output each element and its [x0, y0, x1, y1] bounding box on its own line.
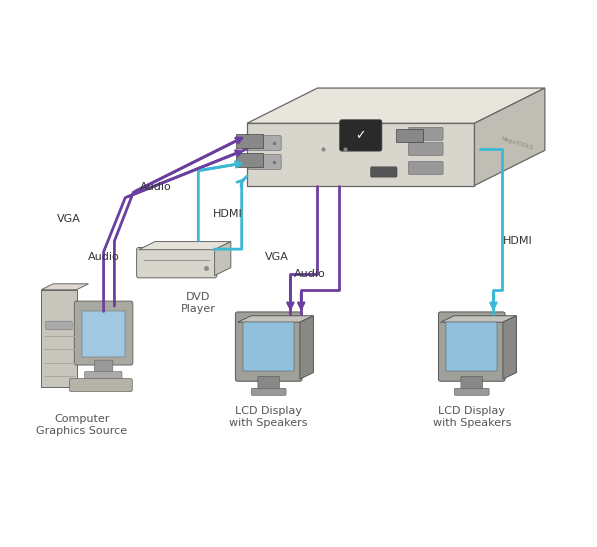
FancyBboxPatch shape [235, 312, 302, 381]
FancyBboxPatch shape [248, 136, 281, 150]
Text: Computer
Graphics Source: Computer Graphics Source [36, 414, 128, 436]
FancyBboxPatch shape [45, 321, 72, 330]
FancyBboxPatch shape [446, 322, 497, 371]
Polygon shape [236, 153, 263, 167]
FancyBboxPatch shape [137, 247, 217, 278]
Text: MegaTOOLS: MegaTOOLS [500, 137, 533, 151]
FancyBboxPatch shape [243, 322, 294, 371]
FancyBboxPatch shape [438, 312, 505, 381]
FancyBboxPatch shape [94, 360, 113, 376]
FancyBboxPatch shape [69, 379, 133, 392]
Polygon shape [139, 242, 231, 249]
FancyBboxPatch shape [454, 388, 489, 395]
Polygon shape [238, 316, 313, 322]
FancyBboxPatch shape [371, 167, 397, 177]
Polygon shape [247, 88, 545, 123]
Polygon shape [214, 242, 231, 276]
Text: HDMI: HDMI [503, 236, 533, 246]
FancyBboxPatch shape [85, 371, 122, 379]
Text: VGA: VGA [265, 252, 289, 262]
Polygon shape [247, 123, 475, 185]
Text: Audio: Audio [140, 182, 171, 192]
FancyBboxPatch shape [340, 120, 382, 151]
Text: Audio: Audio [88, 252, 119, 262]
Text: Audio: Audio [294, 269, 325, 278]
Polygon shape [396, 129, 423, 142]
FancyBboxPatch shape [258, 376, 279, 392]
Polygon shape [441, 316, 516, 322]
FancyBboxPatch shape [408, 142, 443, 155]
FancyBboxPatch shape [82, 311, 125, 357]
FancyBboxPatch shape [75, 301, 133, 365]
Polygon shape [503, 316, 516, 379]
Text: LCD Display
with Speakers: LCD Display with Speakers [229, 406, 308, 428]
FancyBboxPatch shape [408, 127, 443, 140]
Polygon shape [475, 88, 545, 185]
Text: DVD
Player: DVD Player [181, 293, 216, 314]
Text: HDMI: HDMI [213, 209, 243, 219]
Polygon shape [41, 284, 88, 290]
FancyBboxPatch shape [41, 290, 76, 387]
FancyBboxPatch shape [408, 161, 443, 174]
Polygon shape [300, 316, 313, 379]
FancyBboxPatch shape [251, 388, 286, 395]
FancyBboxPatch shape [248, 154, 281, 170]
Text: LCD Display
with Speakers: LCD Display with Speakers [432, 406, 511, 428]
Text: ✓: ✓ [356, 129, 366, 142]
Text: VGA: VGA [57, 214, 81, 224]
FancyBboxPatch shape [461, 376, 482, 392]
Polygon shape [236, 134, 263, 148]
